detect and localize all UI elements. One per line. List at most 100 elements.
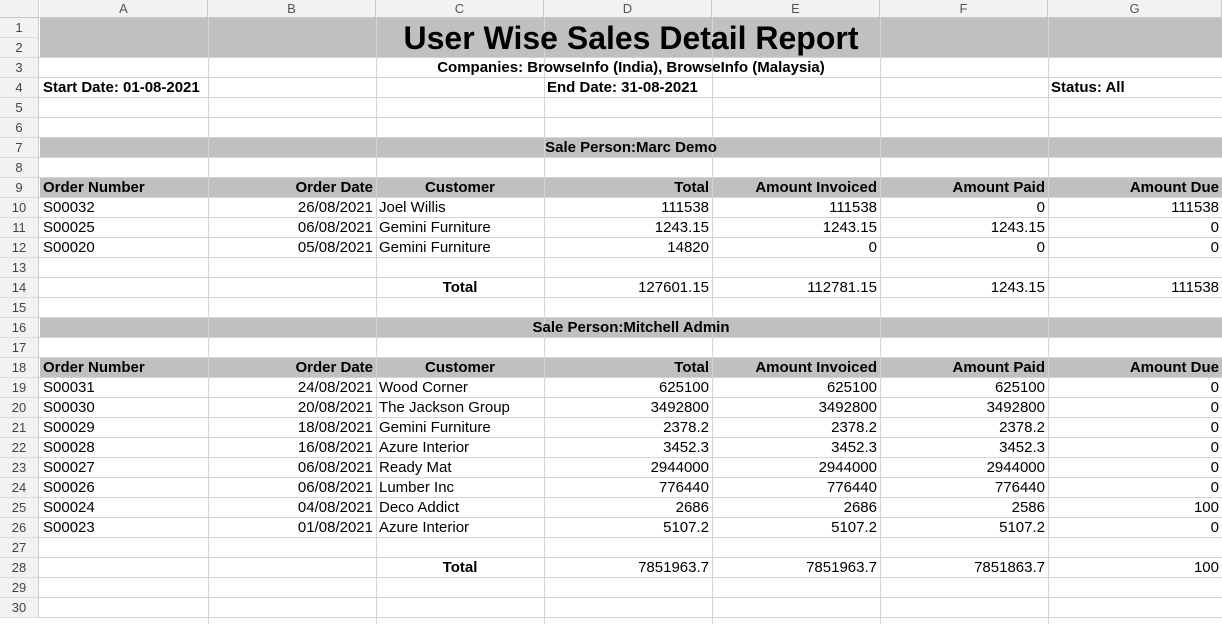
order-cell[interactable]: Lumber Inc [379, 479, 455, 496]
order-cell[interactable]: 625100 [658, 379, 709, 396]
order-cell[interactable]: 26/08/2021 [297, 199, 373, 216]
select-all-corner[interactable] [0, 0, 39, 18]
order-cell[interactable]: Joel Willis [379, 199, 446, 216]
order-cell[interactable]: Ready Mat [379, 459, 452, 476]
row-header[interactable]: 30 [0, 598, 39, 618]
row-header[interactable]: 3 [0, 58, 39, 78]
total-value[interactable]: 111538 [1171, 279, 1219, 296]
row-header[interactable]: 6 [0, 118, 39, 138]
order-cell[interactable]: 0 [1210, 419, 1219, 436]
total-value[interactable]: 1243.15 [990, 279, 1045, 296]
order-cell[interactable]: Azure Interior [379, 439, 470, 456]
order-cell[interactable]: Gemini Furniture [379, 419, 491, 436]
order-cell[interactable]: 20/08/2021 [297, 399, 373, 416]
order-cell[interactable]: 0 [1036, 239, 1045, 256]
order-cell[interactable]: S00030 [43, 399, 95, 416]
total-value[interactable]: 7851963.7 [806, 559, 877, 576]
order-cell[interactable]: 111538 [829, 199, 877, 216]
order-cell[interactable]: 2378.2 [999, 419, 1045, 436]
order-cell[interactable]: S00032 [43, 199, 95, 216]
order-cell[interactable]: 06/08/2021 [297, 459, 373, 476]
row-header[interactable]: 17 [0, 338, 39, 358]
row-header[interactable]: 23 [0, 458, 39, 478]
order-cell[interactable]: S00020 [43, 239, 95, 256]
order-cell[interactable]: 0 [1210, 479, 1219, 496]
column-header-g[interactable]: G [1048, 0, 1222, 18]
column-header-d[interactable]: D [544, 0, 712, 18]
row-header[interactable]: 21 [0, 418, 39, 438]
row-header[interactable]: 9 [0, 178, 39, 198]
order-cell[interactable]: Deco Addict [379, 499, 460, 516]
order-cell[interactable]: 0 [1210, 239, 1219, 256]
column-header-c[interactable]: C [376, 0, 544, 18]
order-cell[interactable]: 3452.3 [831, 439, 877, 456]
order-cell[interactable]: The Jackson Group [379, 399, 510, 416]
order-cell[interactable]: 0 [1210, 459, 1219, 476]
order-cell[interactable]: 06/08/2021 [297, 219, 373, 236]
order-cell[interactable]: 3492800 [650, 399, 709, 416]
row-header[interactable]: 15 [0, 298, 39, 318]
row-header[interactable]: 2 [0, 38, 39, 58]
row-header[interactable]: 5 [0, 98, 39, 118]
row-header[interactable]: 14 [0, 278, 39, 298]
order-cell[interactable]: S00023 [43, 519, 95, 536]
order-cell[interactable]: 2686 [675, 499, 709, 516]
order-cell[interactable]: 14820 [667, 239, 709, 256]
row-header[interactable]: 13 [0, 258, 39, 278]
order-cell[interactable]: 5107.2 [831, 519, 877, 536]
order-cell[interactable]: 625100 [826, 379, 877, 396]
order-cell[interactable]: 2378.2 [831, 419, 877, 436]
total-value[interactable]: 100 [1193, 559, 1219, 576]
order-cell[interactable]: S00031 [43, 379, 95, 396]
column-header-b[interactable]: B [208, 0, 376, 18]
row-header[interactable]: 22 [0, 438, 39, 458]
order-cell[interactable]: 0 [1210, 439, 1219, 456]
row-header[interactable]: 26 [0, 518, 39, 538]
row-header[interactable]: 11 [0, 218, 39, 238]
order-cell[interactable]: S00024 [43, 499, 95, 516]
order-cell[interactable]: 06/08/2021 [297, 479, 373, 496]
order-cell[interactable]: 1243.15 [990, 219, 1045, 236]
order-cell[interactable]: 0 [1210, 399, 1219, 416]
column-header-a[interactable]: A [40, 0, 208, 18]
order-cell[interactable]: 1243.15 [822, 219, 877, 236]
order-cell[interactable]: 111538 [1171, 199, 1219, 216]
order-cell[interactable]: 776440 [994, 479, 1045, 496]
order-cell[interactable]: 111538 [661, 199, 709, 216]
order-cell[interactable]: Azure Interior [379, 519, 470, 536]
order-cell[interactable]: 3492800 [986, 399, 1045, 416]
order-cell[interactable]: 5107.2 [999, 519, 1045, 536]
row-header[interactable]: 16 [0, 318, 39, 338]
row-header[interactable]: 10 [0, 198, 39, 218]
row-header[interactable]: 7 [0, 138, 39, 158]
row-header[interactable]: 18 [0, 358, 39, 378]
order-cell[interactable]: S00028 [43, 439, 95, 456]
order-cell[interactable]: 01/08/2021 [297, 519, 373, 536]
order-cell[interactable]: S00026 [43, 479, 95, 496]
row-header[interactable]: 25 [0, 498, 39, 518]
order-cell[interactable]: 2944000 [986, 459, 1045, 476]
order-cell[interactable]: S00029 [43, 419, 95, 436]
order-cell[interactable]: S00027 [43, 459, 95, 476]
row-header[interactable]: 8 [0, 158, 39, 178]
order-cell[interactable]: 2586 [1011, 499, 1045, 516]
order-cell[interactable]: 0 [868, 239, 877, 256]
row-header[interactable]: 12 [0, 238, 39, 258]
order-cell[interactable]: 2944000 [650, 459, 709, 476]
row-header[interactable]: 20 [0, 398, 39, 418]
row-header[interactable]: 28 [0, 558, 39, 578]
order-cell[interactable]: 776440 [826, 479, 877, 496]
row-header[interactable]: 19 [0, 378, 39, 398]
order-cell[interactable]: 18/08/2021 [297, 419, 373, 436]
order-cell[interactable]: 3452.3 [663, 439, 709, 456]
order-cell[interactable]: Gemini Furniture [379, 239, 491, 256]
order-cell[interactable]: 1243.15 [654, 219, 709, 236]
total-value[interactable]: 112781.15 [807, 279, 877, 296]
order-cell[interactable]: 776440 [658, 479, 709, 496]
total-value[interactable]: 7851963.7 [638, 559, 709, 576]
total-value[interactable]: 127601.15 [638, 279, 709, 296]
row-header[interactable]: 1 [0, 18, 39, 38]
order-cell[interactable]: 5107.2 [663, 519, 709, 536]
order-cell[interactable]: 0 [1210, 219, 1219, 236]
order-cell[interactable]: 100 [1193, 499, 1219, 516]
